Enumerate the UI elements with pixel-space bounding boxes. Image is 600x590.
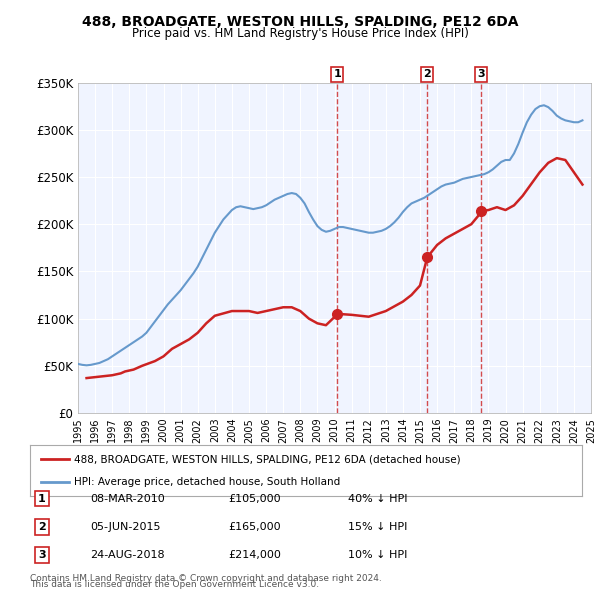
Text: 2: 2 [38,522,46,532]
Text: 15% ↓ HPI: 15% ↓ HPI [348,522,407,532]
Text: £214,000: £214,000 [228,550,281,560]
Text: £165,000: £165,000 [228,522,281,532]
Text: HPI: Average price, detached house, South Holland: HPI: Average price, detached house, Sout… [74,477,340,487]
Text: 2: 2 [423,69,431,79]
Text: 3: 3 [478,69,485,79]
Text: 05-JUN-2015: 05-JUN-2015 [90,522,161,532]
Text: This data is licensed under the Open Government Licence v3.0.: This data is licensed under the Open Gov… [30,581,319,589]
Text: Contains HM Land Registry data © Crown copyright and database right 2024.: Contains HM Land Registry data © Crown c… [30,574,382,583]
Text: 1: 1 [334,69,341,79]
Text: 1: 1 [38,494,46,503]
Text: 3: 3 [38,550,46,560]
Text: 10% ↓ HPI: 10% ↓ HPI [348,550,407,560]
Text: 488, BROADGATE, WESTON HILLS, SPALDING, PE12 6DA (detached house): 488, BROADGATE, WESTON HILLS, SPALDING, … [74,454,461,464]
Text: £105,000: £105,000 [228,494,281,503]
Text: 488, BROADGATE, WESTON HILLS, SPALDING, PE12 6DA: 488, BROADGATE, WESTON HILLS, SPALDING, … [82,15,518,29]
Text: 08-MAR-2010: 08-MAR-2010 [90,494,165,503]
Text: 40% ↓ HPI: 40% ↓ HPI [348,494,407,503]
Text: Price paid vs. HM Land Registry's House Price Index (HPI): Price paid vs. HM Land Registry's House … [131,27,469,40]
Text: 24-AUG-2018: 24-AUG-2018 [90,550,164,560]
